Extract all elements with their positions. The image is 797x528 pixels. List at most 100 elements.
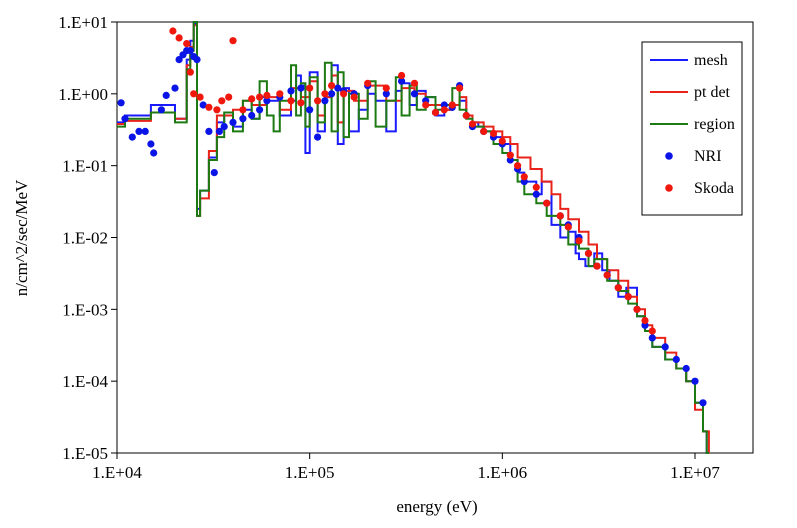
point-nri [248,111,256,120]
point-nri [297,84,305,92]
point-nri [150,149,158,157]
point-skoda [398,71,406,80]
point-skoda [514,162,522,170]
point-skoda [183,40,191,48]
point-skoda [229,37,237,45]
point-skoda [205,103,213,111]
point-skoda [506,151,514,159]
point-skoda [431,108,440,117]
point-skoda [321,90,329,98]
legend-box [641,41,743,216]
point-skoda [614,284,622,292]
point-nri [398,77,406,85]
point-skoda [448,101,456,109]
point-skoda [276,90,284,98]
series-line-pt-det [117,24,710,453]
point-skoda [263,91,271,99]
point-skoda [382,84,390,92]
point-skoda [633,305,641,313]
point-skoda [603,271,611,279]
point-nri [334,84,342,92]
point-skoda [213,106,221,114]
point-skoda [440,106,448,114]
point-nri [220,123,228,131]
y-tick-label: 1.E+00 [58,85,108,104]
x-tick-label: 1.E+07 [670,463,720,482]
point-nri [263,97,271,105]
point-nri [532,190,540,198]
point-nri [147,140,155,148]
point-nri [648,334,656,342]
point-skoda [186,68,194,76]
point-skoda [462,111,470,120]
point-skoda [468,120,477,128]
point-nri [382,90,390,98]
point-skoda [218,97,226,105]
y-tick-label: 1.E+01 [58,13,108,32]
legend-label-mesh: mesh [694,52,728,69]
point-skoda [520,173,528,181]
point-skoda [498,137,506,145]
y-axis: 1.E+01 1.E+00 1.E-01 1.E-02 1.E-03 1.E-04 1.E-… [58,13,117,463]
point-skoda [641,316,649,325]
point-skoda [575,237,583,245]
point-skoda [306,84,314,92]
point-skoda [556,212,564,220]
point-skoda [489,129,498,138]
point-skoda [480,127,488,135]
point-nri [699,399,707,407]
point-skoda [532,183,540,191]
legend-label-skoda: Skoda [694,180,734,197]
point-skoda [297,99,305,107]
point-nri [121,115,129,123]
point-skoda [648,327,656,335]
point-skoda [175,34,183,42]
point-skoda [543,199,551,207]
y-tick-label: 1.E-01 [62,157,108,176]
point-nri [215,127,223,135]
legend-label-nri: NRI [694,148,722,165]
point-skoda [169,27,177,35]
y-tick-label: 1.E-02 [62,229,108,248]
legend: mesh pt det region NRI Skoda [641,41,743,216]
point-nri [175,56,183,64]
legend-label-region: region [694,116,735,133]
x-tick-label: 1.E+06 [477,463,527,482]
y-tick-label: 1.E-03 [62,300,108,319]
point-skoda [196,93,204,101]
point-nri [141,127,149,135]
legend-label-pt-det: pt det [694,84,731,101]
point-skoda [248,95,256,103]
point-nri [205,127,213,135]
point-skoda [624,293,632,301]
point-skoda [190,90,198,98]
y-tick-label: 1.E-05 [62,444,108,463]
point-nri [287,87,295,95]
point-nri [410,90,419,98]
y-axis-title: n/cm^2/sec/MeV [12,179,31,296]
point-skoda [593,262,601,270]
point-nri [328,90,336,98]
point-nri [186,47,194,55]
point-nri [117,99,125,107]
y-tick-label: 1.E-04 [62,372,108,391]
point-nri [157,106,165,114]
point-nri [193,56,201,64]
x-axis-title: energy (eV) [396,497,477,516]
point-skoda [314,97,322,105]
point-nri [306,106,314,114]
x-tick-label: 1.E+04 [92,463,142,482]
point-nri [239,115,247,123]
point-skoda [364,79,372,87]
point-nri [256,106,264,114]
point-skoda [422,101,430,109]
point-nri [171,84,179,92]
point-nri [682,364,690,373]
point-skoda [350,93,358,101]
x-axis: 1.E+04 1.E+05 1.E+06 1.E+07 [92,453,720,482]
point-skoda [239,106,247,114]
point-nri [135,127,143,135]
point-nri [661,343,669,351]
point-skoda [328,82,336,90]
point-skoda [584,249,593,257]
